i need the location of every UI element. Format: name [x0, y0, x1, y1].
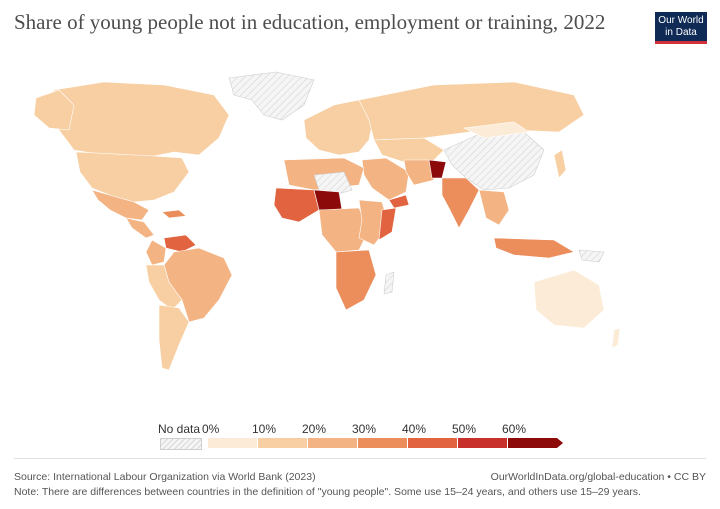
- region-indonesia[interactable]: [493, 237, 575, 259]
- region-venezuela[interactable]: [163, 234, 197, 253]
- legend-bin-2[interactable]: [308, 438, 357, 448]
- region-new-zealand[interactable]: [611, 327, 621, 349]
- region-peru-bolivia[interactable]: [145, 264, 183, 311]
- region-canada[interactable]: [53, 81, 230, 157]
- region-alaska[interactable]: [33, 89, 75, 131]
- region-png[interactable]: [578, 249, 605, 263]
- legend-bin-3[interactable]: [358, 438, 407, 448]
- legend-tick-label: 30%: [352, 422, 377, 436]
- region-usa[interactable]: [75, 151, 190, 203]
- logo-text-line1: Our World: [658, 15, 704, 26]
- logo-text-line2: in Data: [665, 27, 697, 38]
- region-mongolia[interactable]: [462, 121, 530, 139]
- legend-tick-label: 50%: [452, 422, 477, 436]
- legend-bin-5[interactable]: [458, 438, 507, 448]
- legend: No data 0% 10% 20% 30% 40% 50% 60%: [140, 416, 580, 456]
- chart-title: Share of young people not in education, …: [14, 10, 606, 34]
- legend-bin-6[interactable]: [508, 438, 557, 448]
- divider: [14, 458, 706, 459]
- legend-bin-4[interactable]: [408, 438, 457, 448]
- legend-color-bar: [208, 438, 563, 448]
- logo-accent-bar: [655, 41, 707, 44]
- region-madagascar[interactable]: [383, 271, 395, 295]
- region-japan[interactable]: [553, 149, 567, 179]
- world-map: [33, 71, 621, 371]
- region-central-america[interactable]: [125, 217, 155, 239]
- legend-arrow-icon: [557, 438, 563, 448]
- region-iran[interactable]: [403, 159, 435, 186]
- region-colombia[interactable]: [145, 239, 167, 266]
- region-central-asia[interactable]: [373, 137, 445, 163]
- region-somalia[interactable]: [378, 207, 397, 241]
- region-russia[interactable]: [358, 81, 585, 141]
- region-central-africa[interactable]: [318, 207, 370, 253]
- region-niger[interactable]: [313, 189, 343, 211]
- region-europe[interactable]: [303, 99, 375, 156]
- legend-tick-label: 0%: [202, 422, 220, 436]
- source-text: Source: International Labour Organizatio…: [14, 471, 316, 483]
- region-india[interactable]: [441, 177, 480, 229]
- legend-tick-label: 20%: [302, 422, 327, 436]
- region-mexico[interactable]: [91, 189, 150, 221]
- region-afghanistan[interactable]: [428, 159, 447, 179]
- region-sahara[interactable]: [313, 171, 353, 196]
- region-west-africa[interactable]: [273, 187, 320, 223]
- legend-bin-0[interactable]: [208, 438, 257, 448]
- region-yemen[interactable]: [388, 194, 410, 209]
- region-caribbean[interactable]: [161, 209, 187, 219]
- region-australia[interactable]: [533, 269, 605, 329]
- region-southern-africa[interactable]: [335, 249, 377, 311]
- legend-tick-label: 10%: [252, 422, 277, 436]
- legend-tick-label: 40%: [402, 422, 427, 436]
- legend-no-data-label: No data: [158, 422, 201, 436]
- legend-tick-label: 60%: [502, 422, 527, 436]
- region-greenland[interactable]: [228, 71, 315, 121]
- region-argentina-chile[interactable]: [158, 304, 190, 371]
- legend-bin-1[interactable]: [258, 438, 307, 448]
- note-text: Note: There are differences between coun…: [14, 486, 641, 498]
- region-middle-east[interactable]: [361, 157, 410, 201]
- owid-logo[interactable]: Our World in Data: [655, 12, 707, 44]
- legend-no-data-swatch[interactable]: [160, 438, 202, 450]
- source-url[interactable]: OurWorldInData.org/global-education • CC…: [490, 471, 706, 483]
- region-southeast-asia[interactable]: [478, 189, 510, 226]
